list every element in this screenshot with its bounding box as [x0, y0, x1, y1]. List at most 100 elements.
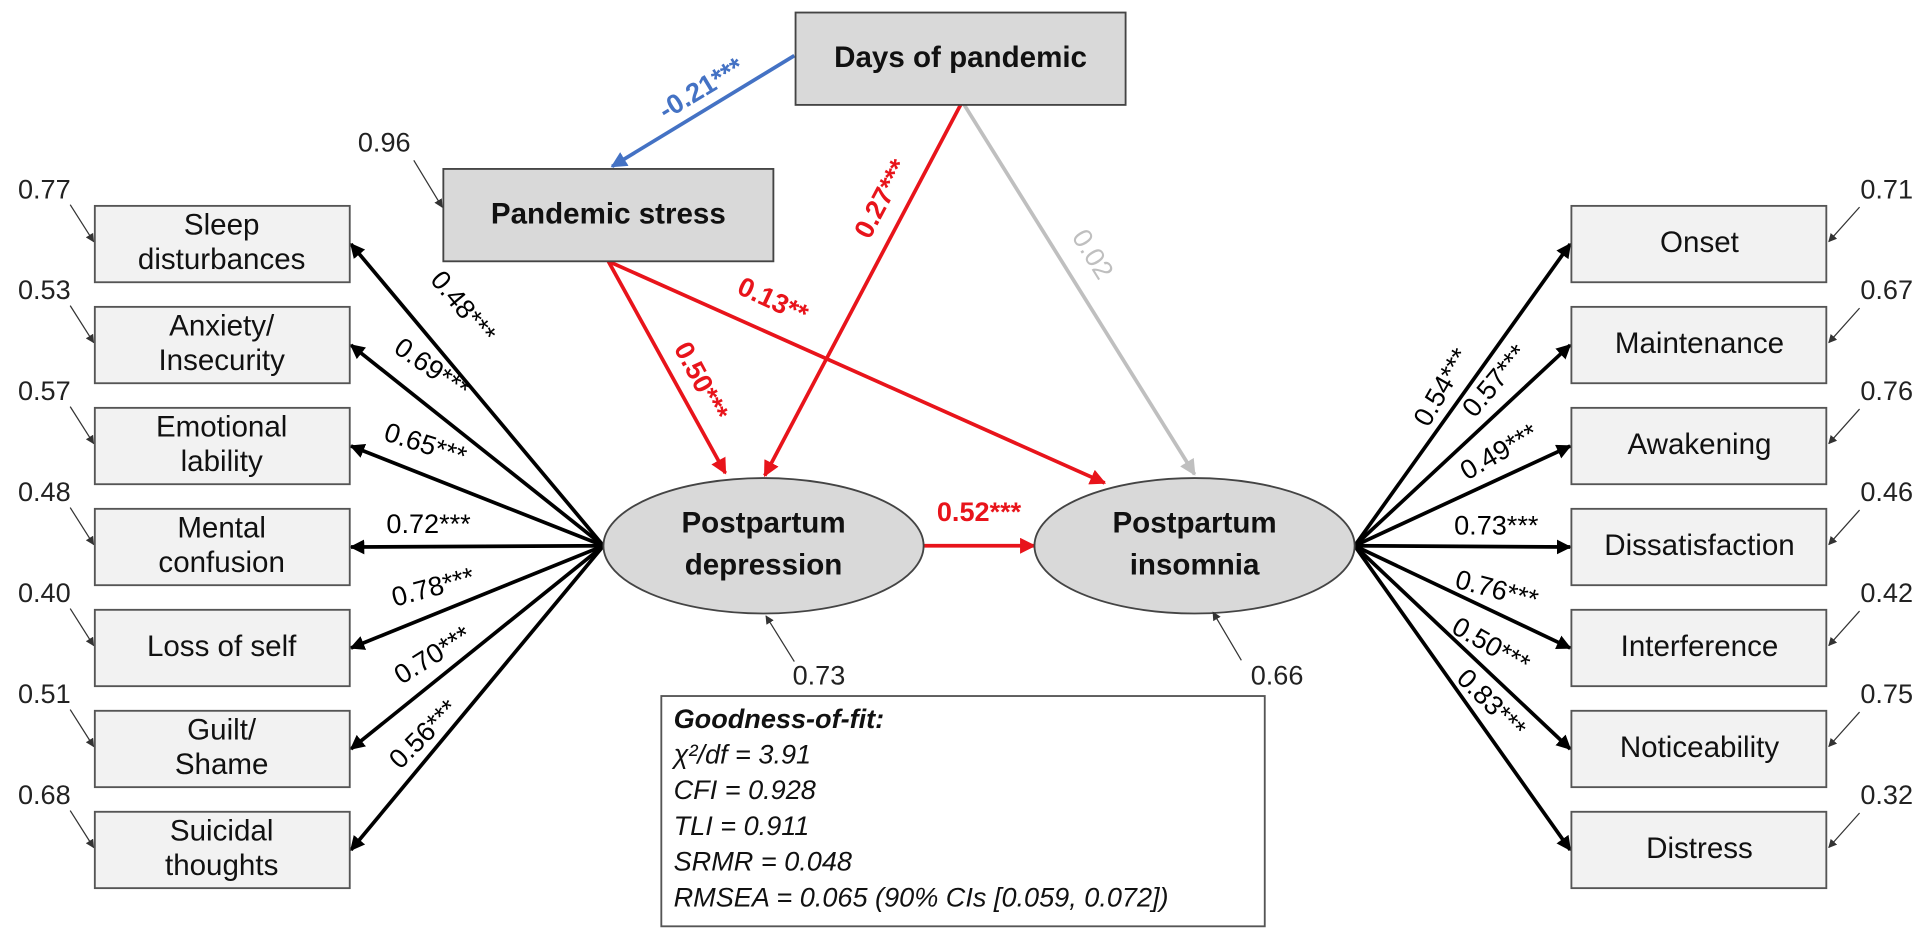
path-arrow	[1353, 544, 1572, 650]
node-label: thoughts	[165, 849, 278, 882]
fit-line: TLI = 0.911	[674, 810, 810, 841]
path-arrow	[1353, 343, 1572, 548]
path-arrow	[349, 242, 605, 547]
path-label: 0.76***	[1452, 563, 1542, 615]
residual-label: 0.75	[1860, 678, 1913, 709]
path-label: 0.70***	[388, 619, 476, 690]
residual-label: 0.76	[1860, 375, 1913, 406]
indicator-box	[93, 608, 351, 688]
node-label: Postpartum	[681, 507, 845, 540]
fit-line: RMSEA = 0.065 (90% CIs [0.059, 0.072])	[674, 881, 1169, 912]
residual-arrow	[69, 810, 95, 849]
path-arrow	[349, 544, 605, 852]
path-arrow	[606, 260, 727, 475]
node-label: Emotional	[156, 411, 287, 444]
residual-arrow	[413, 159, 443, 208]
latent-ellipse	[1033, 477, 1356, 615]
indicator-box	[1570, 305, 1828, 385]
node-label: confusion	[158, 546, 284, 579]
path-arrow	[1353, 242, 1572, 547]
residual-arrow	[1828, 206, 1861, 243]
path-label: 0.48***	[425, 264, 503, 349]
residual-arrow	[1828, 812, 1861, 849]
node-label: Insecurity	[158, 344, 285, 377]
path-arrow	[1353, 544, 1572, 852]
node-label: Anxiety/	[169, 310, 275, 343]
residual-arrow	[1828, 307, 1861, 344]
residual-arrow	[765, 615, 795, 662]
node-label: disturbances	[138, 243, 306, 276]
node-label: depression	[685, 549, 843, 582]
path-arrow	[763, 104, 963, 477]
path-arrow	[1354, 539, 1572, 555]
residual-label: 0.51	[18, 678, 71, 709]
residual-label: 0.71	[1860, 173, 1913, 204]
indicator-box	[1570, 507, 1828, 587]
node-label: Interference	[1621, 630, 1779, 663]
path-arrow	[349, 343, 605, 548]
residual-arrow	[69, 709, 95, 748]
residual-label: 0.67	[1860, 274, 1913, 305]
residual-label: 0.40	[18, 577, 71, 608]
fit-box	[660, 695, 1266, 928]
indicator-box	[1570, 709, 1828, 789]
path-label: 0.27***	[847, 154, 914, 243]
residual-label: 0.68	[18, 779, 71, 810]
indicator-box	[93, 204, 351, 284]
path-arrow	[1353, 544, 1572, 751]
path-arrow	[349, 544, 605, 650]
indicator-box	[1570, 204, 1828, 284]
observed-box	[442, 168, 775, 263]
indicator-box	[93, 305, 351, 385]
path-label: 0.50***	[668, 336, 735, 425]
residual-arrow	[1212, 611, 1242, 661]
node-label: Postpartum	[1112, 507, 1276, 540]
path-label: 0.49***	[1455, 417, 1544, 486]
residual-label: 0.53	[18, 274, 71, 305]
residual-label: 0.66	[1251, 660, 1304, 691]
indicator-box	[1570, 608, 1828, 688]
indicator-box	[93, 406, 351, 486]
node-label: Dissatisfaction	[1604, 529, 1794, 562]
residual-arrow	[69, 305, 95, 344]
residual-label: 0.96	[358, 126, 411, 157]
residual-arrow	[1828, 711, 1861, 748]
path-label: 0.72***	[386, 508, 471, 539]
path-label: 0.02	[1066, 223, 1120, 284]
path-label: 0.54***	[1407, 342, 1476, 431]
node-label: Maintenance	[1615, 327, 1784, 360]
path-label: 0.52***	[937, 496, 1022, 527]
node-label: lability	[181, 445, 263, 478]
residual-arrow	[69, 507, 95, 546]
residual-arrow	[1828, 408, 1861, 445]
path-arrow	[349, 539, 604, 555]
node-label: Shame	[175, 748, 269, 781]
node-label: Mental	[177, 512, 266, 545]
latent-ellipse	[602, 477, 925, 615]
observed-box	[794, 11, 1127, 106]
residual-label: 0.48	[18, 476, 71, 507]
path-arrow	[610, 54, 796, 169]
path-arrow	[349, 444, 605, 548]
path-arrow	[962, 103, 1197, 476]
residual-arrow	[1828, 509, 1861, 546]
residual-label: 0.73	[793, 660, 846, 691]
residual-label: 0.32	[1860, 779, 1913, 810]
node-label: Sleep	[184, 209, 260, 242]
fit-line: CFI = 0.928	[674, 774, 816, 805]
path-arrow	[1353, 444, 1572, 548]
indicator-box	[1570, 406, 1828, 486]
node-label: Noticeability	[1620, 731, 1780, 764]
node-label: Days of pandemic	[834, 41, 1087, 74]
residual-label: 0.57	[18, 375, 71, 406]
node-label: Onset	[1660, 226, 1739, 259]
residual-label: 0.77	[18, 173, 71, 204]
path-label: 0.73***	[1454, 509, 1539, 540]
node-label: Awakening	[1627, 428, 1771, 461]
fit-title: Goodness-of-fit:	[674, 703, 885, 734]
path-label: 0.78***	[388, 561, 478, 613]
node-label: Guilt/	[187, 714, 257, 747]
indicator-box	[93, 810, 351, 890]
